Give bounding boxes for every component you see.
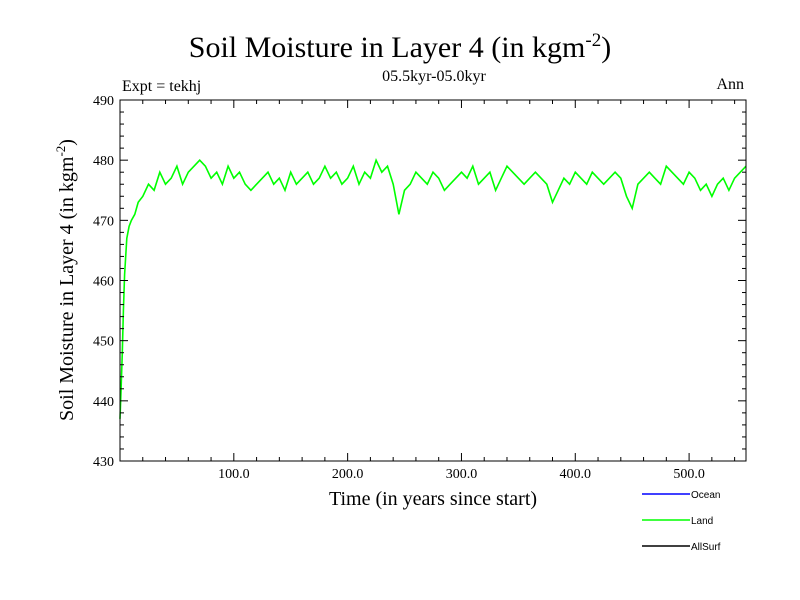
season-label: Ann — [716, 76, 744, 93]
x-tick-label: 100.0 — [218, 467, 250, 482]
chart-title: Soil Moisture in Layer 4 (in kgm-2) — [188, 30, 612, 64]
x-tick-label: 400.0 — [560, 467, 592, 482]
y-tick-label: 440 — [93, 395, 114, 410]
y-tick-label: 490 — [93, 94, 114, 109]
x-tick-label: 500.0 — [673, 467, 705, 482]
x-tick-label: 300.0 — [446, 467, 478, 482]
y-tick-label: 450 — [93, 335, 114, 350]
x-axis-label: Time (in years since start) — [328, 488, 538, 510]
y-tick-label: 460 — [93, 275, 114, 290]
y-tick-label: 480 — [93, 154, 114, 169]
legend-label-land: Land — [691, 516, 713, 527]
series-line-land — [119, 158, 747, 419]
experiment-label: Expt = tekhj — [122, 78, 202, 95]
x-tick-label: 200.0 — [332, 467, 364, 482]
y-tick-label: 470 — [93, 214, 114, 229]
legend-label-ocean: Ocean — [691, 490, 720, 501]
plot-frame — [119, 99, 747, 462]
chart-subtitle: 05.5kyr-05.0kyr — [382, 68, 486, 85]
y-tick-label: 430 — [93, 455, 114, 470]
legend-label-allsurf: AllSurf — [691, 542, 721, 553]
